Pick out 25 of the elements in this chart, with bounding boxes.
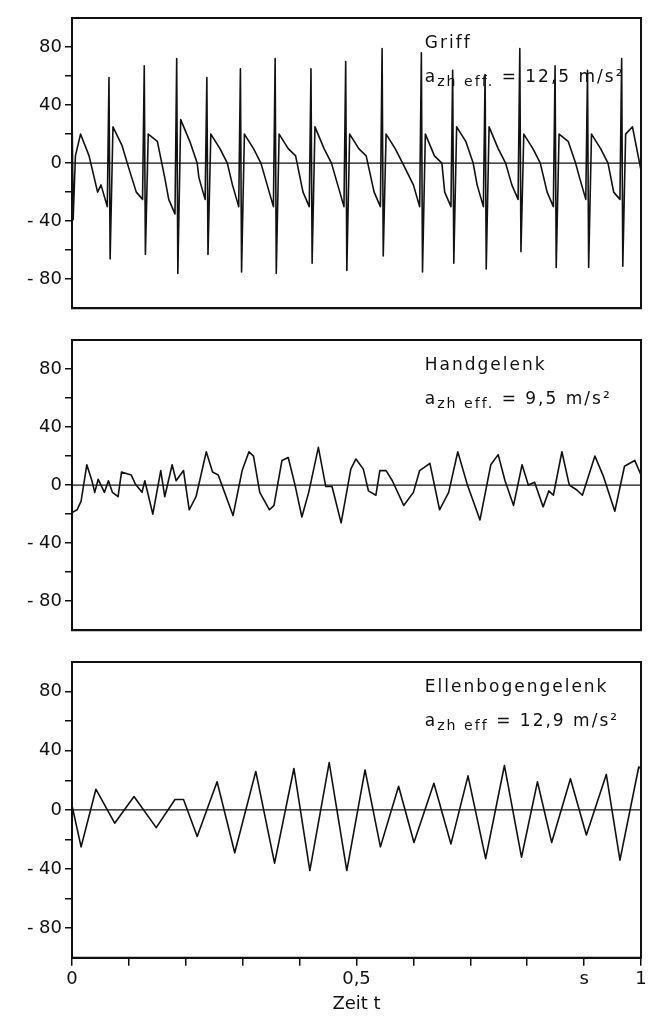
y-tick-label: - 80: [26, 588, 62, 610]
y-tick-label: 40: [39, 738, 62, 760]
y-tick-label: - 40: [26, 856, 62, 878]
annotation: a$_{zh eff.}$ = 9,5 m/s²: [424, 388, 612, 412]
y-tick-label: - 40: [26, 208, 62, 230]
y-tick-label: - 80: [26, 915, 62, 937]
x-axis-title: Zeit t: [332, 991, 381, 1013]
y-tick-label: 80: [39, 34, 62, 56]
annotation: Handgelenk: [424, 354, 547, 374]
y-tick-label: - 80: [26, 266, 62, 288]
y-tick-label: 80: [39, 356, 62, 378]
annotation: a$_{zh eff}$ = 12,9 m/s²: [424, 710, 620, 734]
annotation: Griff: [424, 32, 472, 52]
x-tick-label: 0: [66, 967, 78, 989]
y-tick-label: 0: [50, 150, 62, 172]
y-tick-label: 40: [39, 414, 62, 436]
x-tick-label: s: [579, 967, 589, 989]
y-tick-label: 80: [39, 679, 62, 701]
annotation: Ellenbogengelenk: [424, 676, 609, 696]
y-tick-label: 40: [39, 92, 62, 114]
y-tick-label: 0: [50, 797, 62, 819]
x-tick-label: 0,5: [342, 967, 371, 989]
y-tick-label: 0: [50, 472, 62, 494]
y-tick-label: - 40: [26, 530, 62, 552]
x-tick-label: 1: [635, 967, 647, 989]
